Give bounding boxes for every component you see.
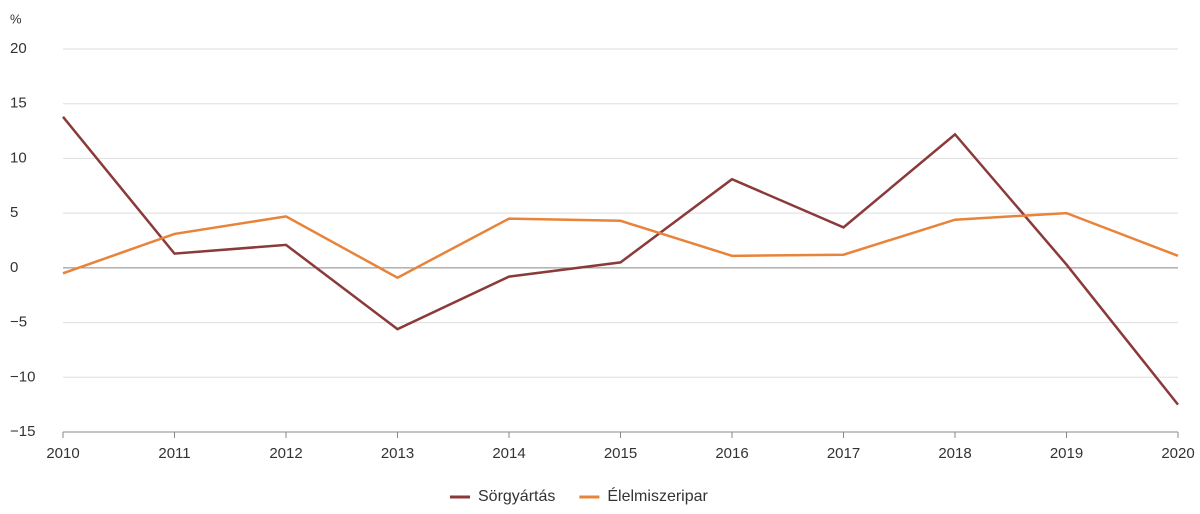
series-line: [62, 116, 1179, 406]
x-tick-label: 2010: [46, 445, 79, 462]
legend-label: Élelmiszeripar: [607, 486, 708, 505]
x-tick-label: 2017: [827, 445, 860, 462]
y-tick-label: 10: [10, 149, 27, 166]
y-tick-label: 20: [10, 40, 27, 57]
x-tick-label: 2011: [158, 445, 190, 462]
x-tick-label: 2018: [938, 445, 971, 462]
legend-label: Sörgyártás: [478, 488, 555, 505]
x-tick-label: 2013: [381, 445, 414, 462]
y-tick-label: −5: [10, 314, 27, 331]
x-tick-label: 2016: [715, 445, 748, 462]
x-tick-label: 2015: [604, 445, 637, 462]
y-tick-label: −10: [10, 368, 35, 385]
x-tick-label: 2012: [269, 445, 302, 462]
x-tick-label: 2019: [1050, 445, 1083, 462]
y-tick-label: 5: [10, 204, 18, 221]
y-tick-label: 15: [10, 95, 27, 112]
y-tick-label: 0: [10, 259, 18, 276]
y-tick-label: −15: [10, 423, 35, 440]
x-tick-label: 2020: [1161, 445, 1194, 462]
y-axis-label: %: [10, 11, 22, 26]
x-tick-label: 2014: [492, 445, 525, 462]
series-line: [62, 211, 1179, 280]
